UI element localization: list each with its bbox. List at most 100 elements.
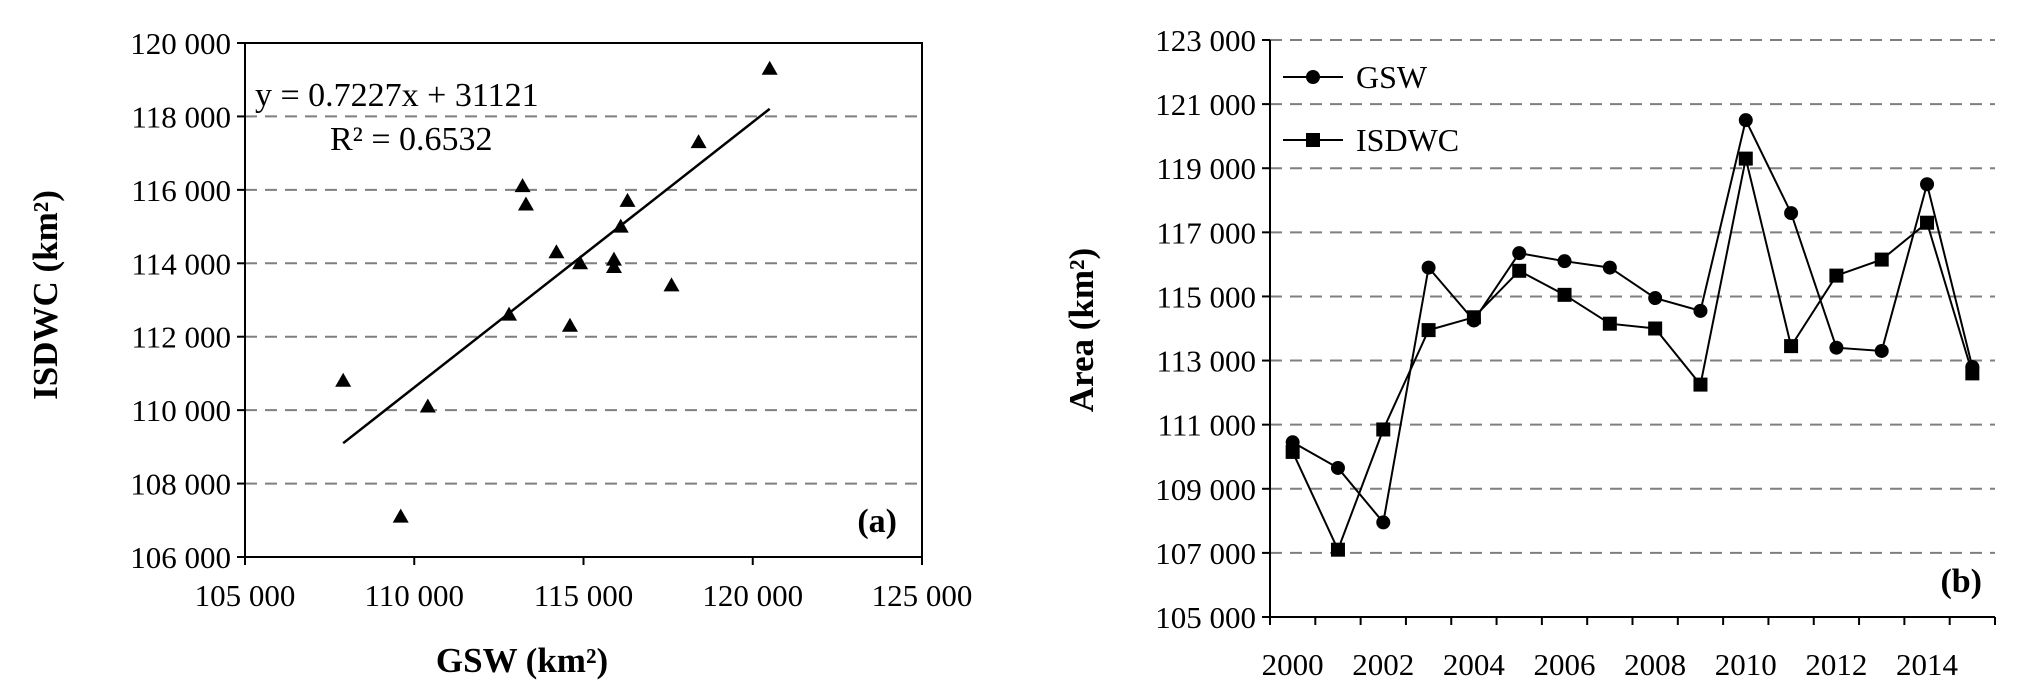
scatter-point	[517, 196, 534, 211]
scatter-point	[419, 398, 436, 413]
series-point-gsw	[1784, 206, 1799, 221]
line-chart: 105 000 107 000 109 000 111 000 113 000 115 0…	[1062, 23, 1996, 682]
scatter-trendline-group	[342, 107, 771, 445]
line-x-tick-label: 2010	[1715, 647, 1777, 682]
scatter-point	[572, 255, 589, 270]
scatter-point	[663, 277, 680, 292]
line-x-tick-label: 2002	[1352, 647, 1414, 682]
scatter-x-tick-label: 105 000	[195, 578, 296, 613]
scatter-point	[690, 134, 707, 149]
series-point-isdwc	[1557, 287, 1572, 302]
series-point-isdwc	[1330, 542, 1345, 557]
scatter-x-axis-label: GSW (km²)	[436, 641, 608, 680]
line-x-tick-label: 2006	[1534, 647, 1596, 682]
scatter-point	[605, 258, 622, 273]
line-y-tick-label: 115 000	[1156, 279, 1256, 314]
scatter-chart: 106 000 108 000 110 000 112 000 114 000 116 0…	[26, 26, 972, 680]
series-line-gsw	[1292, 117, 1974, 525]
series-point-gsw	[1874, 343, 1889, 358]
series-point-isdwc	[1874, 252, 1889, 267]
series-point-gsw	[1738, 113, 1753, 128]
series-line-isdwc	[1291, 158, 1974, 553]
scatter-y-tick-label: 114 000	[131, 246, 231, 281]
scatter-point	[501, 306, 518, 321]
line-gridlines	[1270, 39, 1995, 554]
series-point-gsw	[1602, 260, 1617, 275]
panel-label-a: (a)	[857, 503, 897, 540]
legend-label-gsw: GSW	[1356, 59, 1428, 95]
line-y-tick-label: 111 000	[1158, 408, 1256, 443]
series-point-isdwc	[1602, 316, 1617, 331]
scatter-x-tick-label: 115 000	[534, 578, 634, 613]
series-point-gsw	[1648, 291, 1663, 306]
line-y-axis-label: Area (km²)	[1062, 248, 1101, 412]
scatter-x-tick-label: 120 000	[702, 578, 803, 613]
scatter-y-axis-label: ISDWC (km²)	[26, 190, 65, 400]
series-point-isdwc	[1466, 310, 1481, 325]
scatter-point	[335, 372, 352, 387]
line-y-ticks: 105 000 107 000 109 000 111 000 113 000 115 0…	[1155, 23, 1270, 635]
trendline-r-squared: R² = 0.6532	[330, 121, 493, 158]
series-point-gsw	[1693, 303, 1708, 318]
legend-label-isdwc: ISDWC	[1356, 122, 1459, 158]
scatter-x-tick-label: 110 000	[364, 578, 464, 613]
scatter-y-ticks: 106 000 108 000 110 000 112 000 114 000 116 0…	[130, 26, 245, 575]
line-y-tick-label: 113 000	[1156, 344, 1256, 379]
scatter-point	[605, 251, 622, 266]
series-point-isdwc	[1784, 339, 1799, 354]
series-point-isdwc	[1648, 321, 1663, 336]
scatter-y-tick-label: 110 000	[131, 393, 231, 428]
panel-label-b: (b)	[1940, 563, 1982, 600]
series-point-isdwc	[1920, 215, 1935, 230]
series-isdwc	[1285, 151, 1980, 557]
scatter-y-tick-label: 118 000	[131, 99, 231, 134]
scatter-trendline	[342, 107, 771, 445]
series-point-isdwc	[1693, 377, 1708, 392]
line-y-tick-label: 123 000	[1155, 23, 1256, 58]
scatter-y-tick-label: 120 000	[130, 26, 231, 61]
line-y-tick-label: 109 000	[1155, 472, 1256, 507]
series-point-gsw	[1421, 260, 1436, 275]
series-point-gsw	[1920, 177, 1935, 192]
series-gsw	[1285, 113, 1980, 530]
series-point-isdwc	[1285, 444, 1300, 459]
line-legend: GSW ISDWC	[1283, 59, 1459, 158]
scatter-gridlines	[245, 115, 922, 485]
scatter-point	[761, 60, 778, 75]
scatter-y-tick-label: 116 000	[131, 173, 231, 208]
series-point-gsw	[1829, 340, 1844, 355]
scatter-points	[335, 60, 778, 523]
series-point-isdwc	[1376, 422, 1391, 437]
scatter-y-tick-label: 108 000	[130, 467, 231, 502]
line-x-tick-label: 2014	[1896, 647, 1959, 682]
series-point-isdwc	[1421, 323, 1436, 338]
line-y-tick-label: 117 000	[1156, 215, 1256, 250]
series-point-isdwc	[1512, 263, 1527, 278]
series-point-gsw	[1557, 254, 1572, 269]
trendline-equation: y = 0.7227x + 31121	[255, 77, 539, 114]
series-point-isdwc	[1829, 268, 1844, 283]
line-y-tick-label: 105 000	[1155, 600, 1256, 635]
legend-marker-isdwc	[1306, 133, 1320, 147]
line-x-tick-label: 2004	[1443, 647, 1506, 682]
line-y-tick-label: 107 000	[1155, 536, 1256, 571]
line-x-tick-label: 2012	[1805, 647, 1867, 682]
scatter-point	[548, 244, 565, 259]
scatter-x-tick-label: 125 000	[872, 578, 973, 613]
series-point-gsw	[1376, 515, 1391, 530]
scatter-point	[612, 218, 629, 233]
series-point-gsw	[1330, 460, 1345, 475]
line-x-tick-label: 2000	[1262, 647, 1324, 682]
line-x-ticks: 2000 2002 2004 2006 2008 2010 2012 2014	[1262, 617, 1996, 682]
scatter-point	[619, 192, 636, 207]
line-series-group	[1285, 113, 1980, 557]
scatter-y-tick-label: 106 000	[130, 540, 231, 575]
scatter-point	[392, 508, 409, 523]
line-y-tick-label: 119 000	[1156, 151, 1256, 186]
series-point-isdwc	[1965, 366, 1980, 381]
line-y-tick-label: 121 000	[1155, 87, 1256, 122]
legend-marker-gsw	[1306, 70, 1320, 84]
scatter-x-ticks: 105 000 110 000 115 000 120 000 125 000	[195, 557, 973, 613]
scatter-point	[561, 317, 578, 332]
